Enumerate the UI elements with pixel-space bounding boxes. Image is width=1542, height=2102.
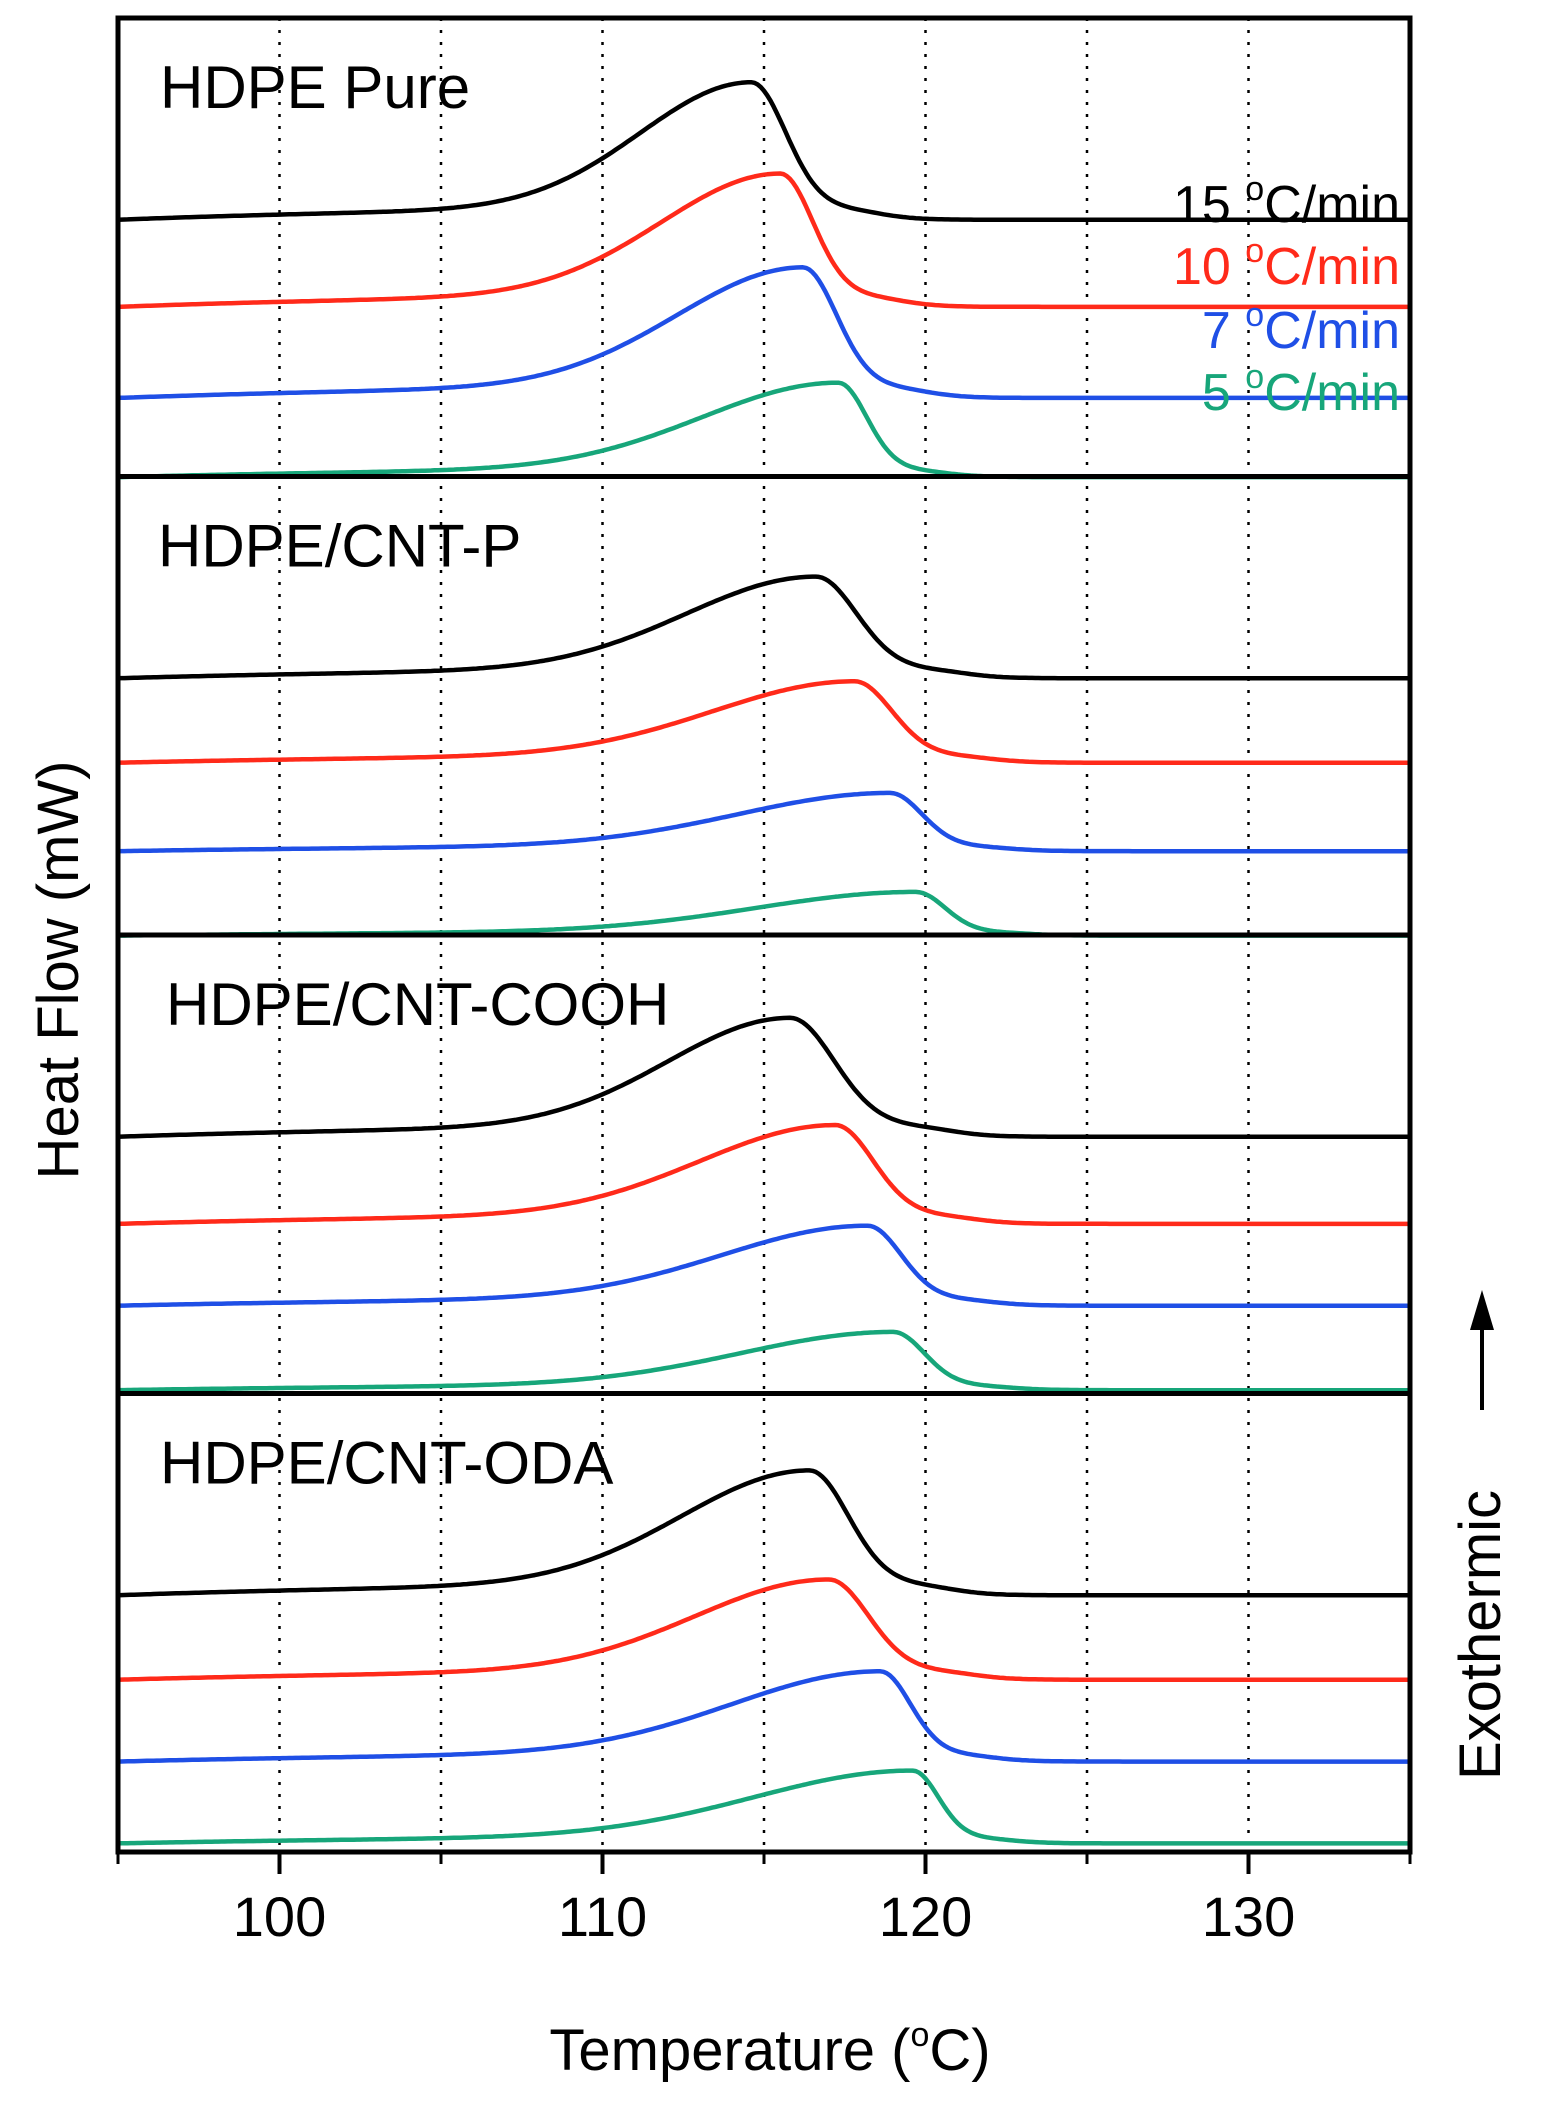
panel-label-2: HDPE/CNT-P xyxy=(158,513,521,580)
curve-panel2-7c-min xyxy=(117,790,1410,854)
x-axis-title: Temperature (oC) xyxy=(549,2016,990,2083)
curve-panel3-7c-min xyxy=(117,1223,1410,1308)
curve-panel3-10c-min xyxy=(117,1122,1410,1227)
curve-panel2-5c-min xyxy=(118,889,1410,938)
x-tick-label-130: 130 xyxy=(1202,1885,1295,1948)
x-ticks: 100 110 120 130 xyxy=(116,1852,1412,1948)
curve-panel3-5c-min xyxy=(117,1329,1410,1393)
curve-panel4-15c-min xyxy=(117,1468,1410,1598)
y-axis-title: Heat Flow (mW) xyxy=(26,761,91,1180)
curve-panel1-7c-min xyxy=(117,265,1410,401)
panel-label-1: HDPE Pure xyxy=(160,54,470,121)
curve-panel4-7c-min xyxy=(117,1669,1410,1764)
plot-frame xyxy=(115,15,1413,1855)
exothermic-label: Exothermic xyxy=(1448,1490,1513,1780)
panel-4-curves xyxy=(117,1468,1410,1846)
legend-entry-7: 7 oC/min xyxy=(1202,296,1400,360)
curves xyxy=(117,79,1410,1846)
exothermic-arrow: Exothermic xyxy=(1448,1290,1513,1780)
curve-panel1-10c-min xyxy=(117,171,1410,310)
exothermic-arrow-head xyxy=(1470,1290,1494,1330)
panel-3-curves xyxy=(117,1015,1410,1393)
curve-panel1-15c-min xyxy=(117,79,1410,222)
legend-entry-5: 5 oC/min xyxy=(1202,358,1400,422)
curve-panel4-5c-min xyxy=(117,1768,1410,1846)
curve-panel2-10c-min xyxy=(117,679,1410,765)
panel-label-4: HDPE/CNT-ODA xyxy=(160,1430,613,1497)
x-tick-label-100: 100 xyxy=(233,1885,326,1948)
panel-labels: HDPE Pure HDPE/CNT-P HDPE/CNT-COOH HDPE/CNT… xyxy=(158,54,669,1497)
curve-panel3-15c-min xyxy=(117,1015,1410,1139)
x-tick-label-110: 110 xyxy=(558,1885,647,1948)
curve-panel2-15c-min xyxy=(117,574,1410,681)
legend-entry-15: 15 oC/min xyxy=(1173,170,1400,234)
x-tick-label-120: 120 xyxy=(879,1885,972,1948)
curve-panel4-10c-min xyxy=(117,1577,1410,1682)
legend-entry-10: 10 oC/min xyxy=(1173,232,1400,296)
panel-label-3: HDPE/CNT-COOH xyxy=(166,971,669,1038)
